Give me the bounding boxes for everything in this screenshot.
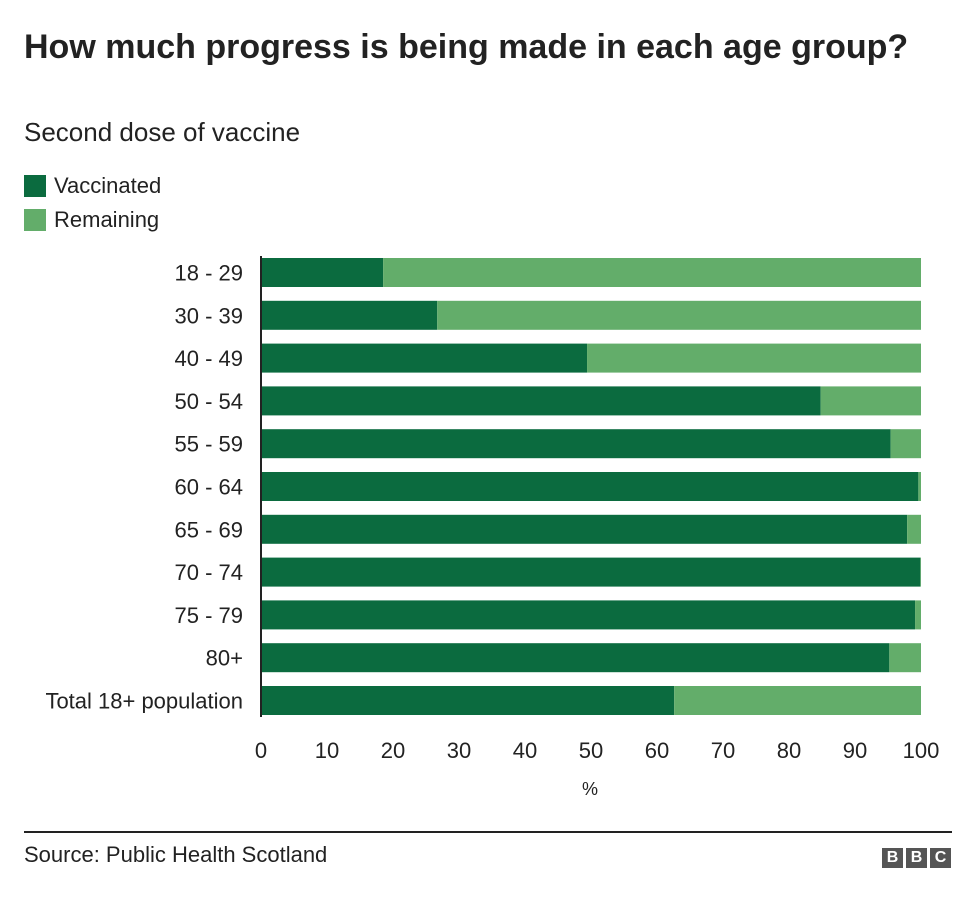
bar-remaining: [820, 386, 921, 416]
x-tick-label: 60: [645, 738, 669, 763]
bar-vaccinated: [261, 386, 821, 416]
x-tick-label: 50: [579, 738, 603, 763]
bar-vaccinated: [261, 557, 921, 587]
bar-remaining: [674, 686, 921, 715]
bar-remaining: [587, 343, 921, 373]
bbc-logo-letter: B: [882, 848, 903, 868]
bbc-logo: B B C: [882, 848, 951, 868]
legend-label-remaining: Remaining: [54, 207, 160, 232]
category-label: 80+: [206, 646, 243, 671]
bar-vaccinated: [261, 429, 891, 459]
chart-subtitle: Second dose of vaccine: [24, 117, 301, 147]
chart-title: How much progress is being made in each …: [24, 28, 909, 66]
x-tick-label: 70: [711, 738, 735, 763]
category-label: 18 - 29: [175, 261, 244, 286]
category-label: 55 - 59: [175, 432, 244, 457]
bar-remaining: [907, 514, 921, 544]
category-label: 65 - 69: [175, 517, 244, 542]
bar-vaccinated: [261, 643, 890, 673]
category-label: 60 - 64: [175, 475, 244, 500]
x-tick-label: 100: [903, 738, 940, 763]
bar-vaccinated: [261, 514, 908, 544]
legend-item-vaccinated: Vaccinated: [24, 173, 161, 199]
legend-swatch-vaccinated: [24, 175, 46, 197]
x-tick-label: 10: [315, 738, 339, 763]
legend-label-vaccinated: Vaccinated: [54, 173, 162, 198]
bar-remaining: [383, 258, 922, 287]
bar-vaccinated: [261, 472, 919, 501]
x-tick-label: 40: [513, 738, 537, 763]
category-label: Total 18+ population: [45, 689, 243, 714]
bar-remaining: [437, 300, 921, 330]
bbc-logo-letter: C: [930, 848, 951, 868]
bar-remaining: [890, 429, 921, 459]
x-tick-label: 90: [843, 738, 867, 763]
category-label: 70 - 74: [175, 560, 244, 585]
footer-divider: [24, 831, 952, 833]
bbc-logo-letter: B: [906, 848, 927, 868]
category-label: 75 - 79: [175, 603, 244, 628]
source-note: Source: Public Health Scotland: [24, 842, 328, 867]
category-label: 50 - 54: [175, 389, 244, 414]
bar-remaining: [889, 643, 921, 673]
stacked-bar-chart: 18 - 29 30 - 39 40 - 49 50 - 54 55 - 59 60 - …: [45, 256, 940, 799]
x-tick-label: 0: [255, 738, 267, 763]
bar-vaccinated: [261, 343, 588, 373]
bar-vaccinated: [261, 258, 384, 287]
category-label: 40 - 49: [175, 346, 244, 371]
legend-swatch-remaining: [24, 209, 46, 231]
bar-remaining: [920, 557, 921, 587]
bar-remaining: [918, 472, 921, 501]
bar-vaccinated: [261, 600, 916, 630]
x-tick-label: 30: [447, 738, 471, 763]
bar-remaining: [915, 600, 921, 630]
x-axis-label: %: [582, 779, 598, 799]
x-tick-label: 80: [777, 738, 801, 763]
x-tick-label: 20: [381, 738, 405, 763]
bar-vaccinated: [261, 300, 438, 330]
legend-item-remaining: Remaining: [24, 207, 159, 233]
bar-vaccinated: [261, 686, 675, 715]
category-label: 30 - 39: [175, 303, 244, 328]
